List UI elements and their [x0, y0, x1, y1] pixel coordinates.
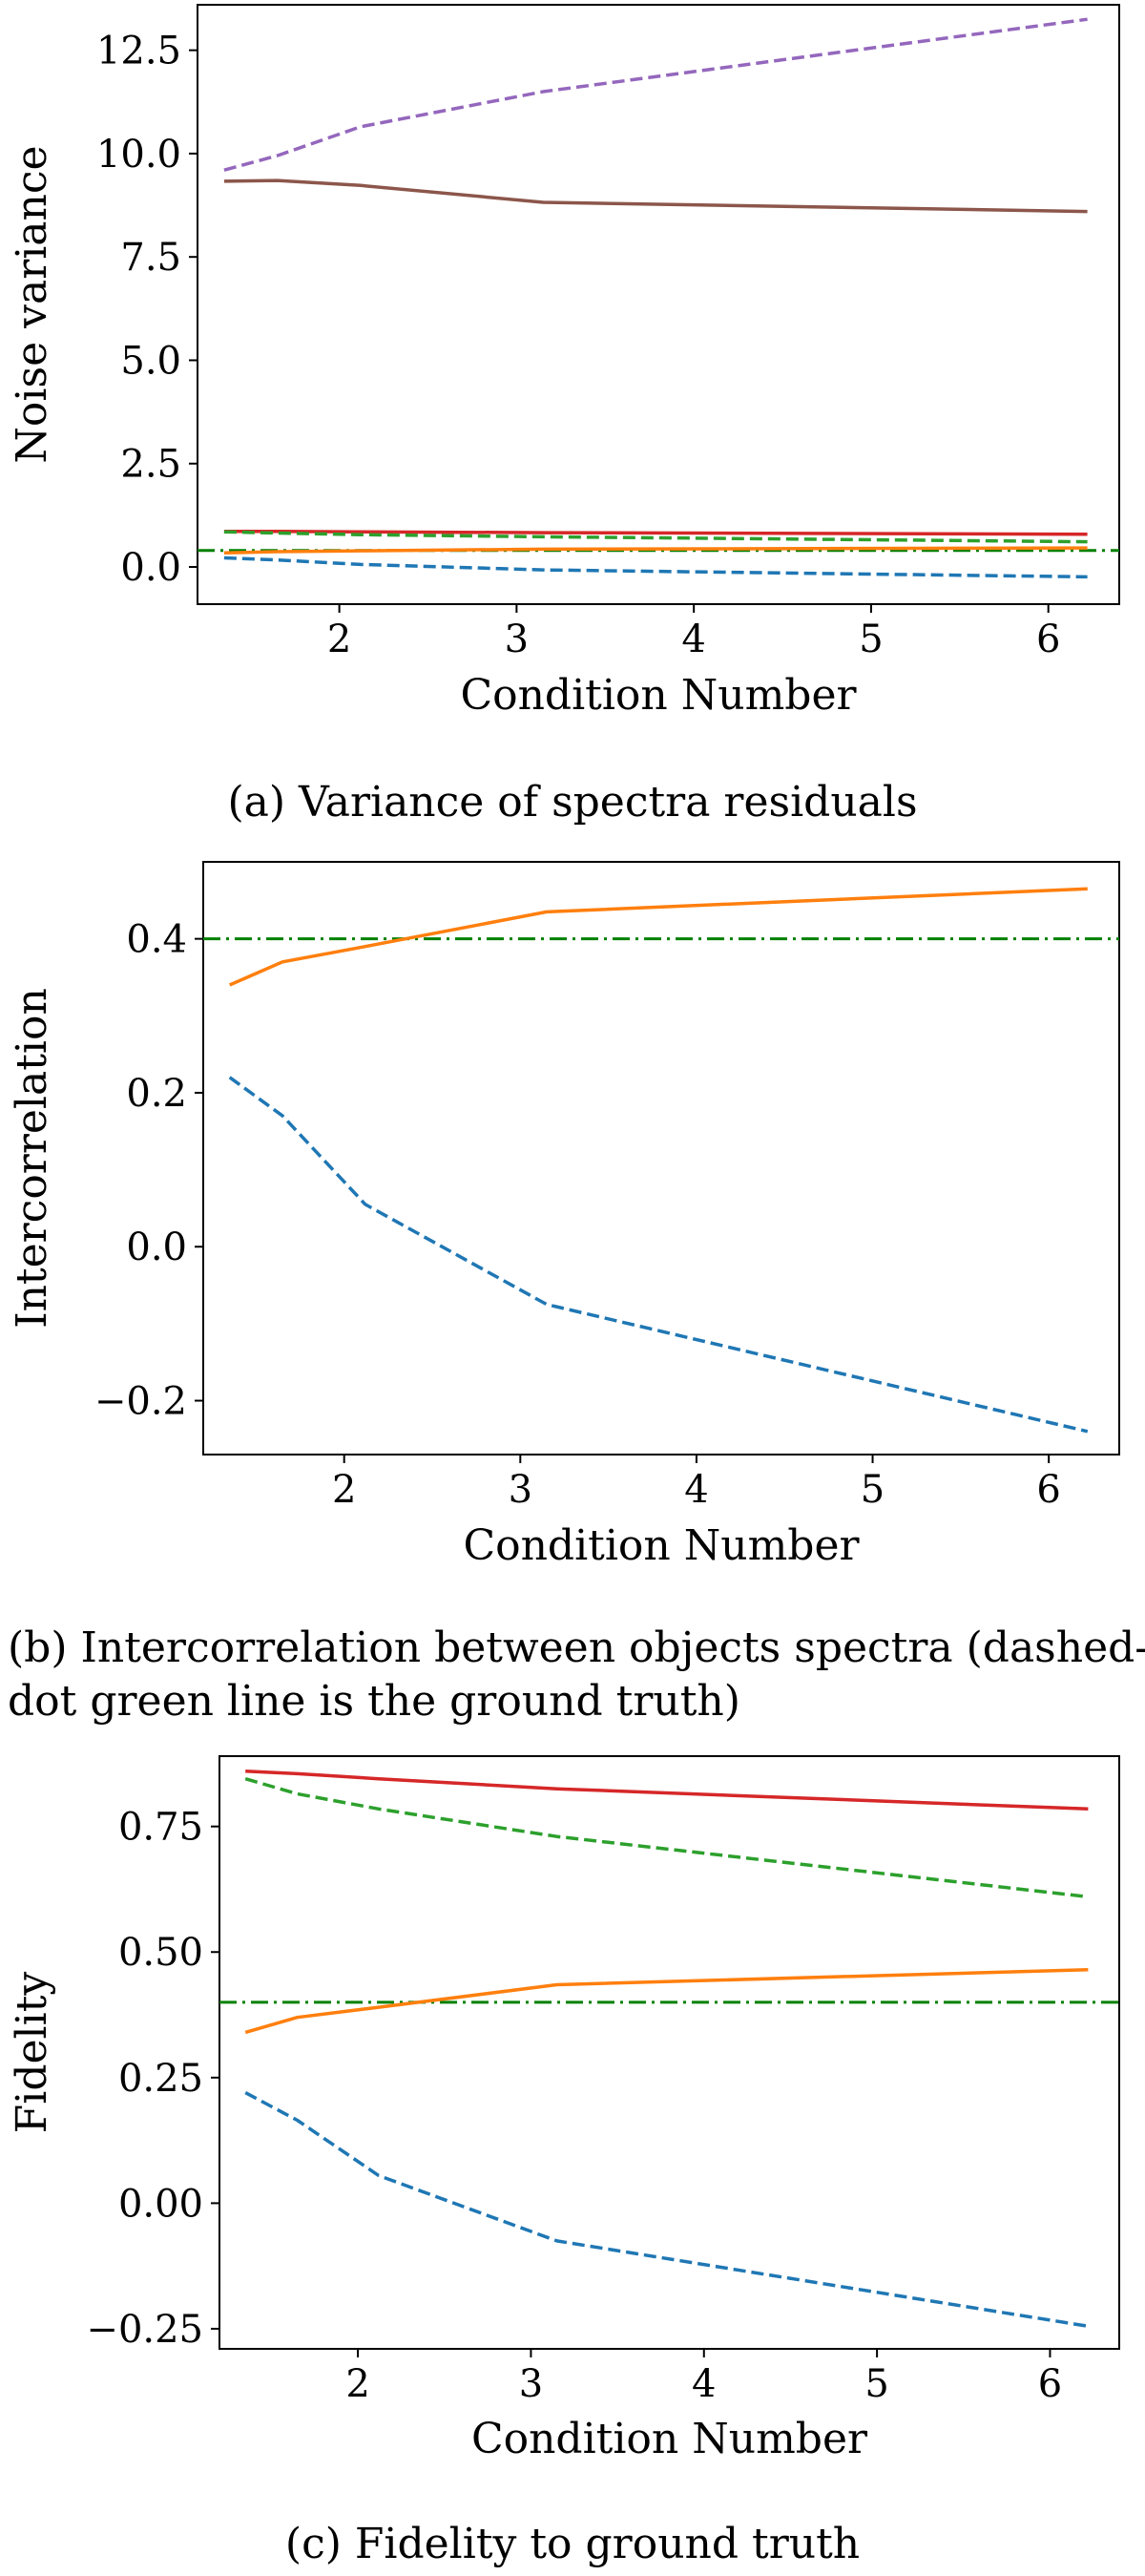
x-tick-label: 6 — [1036, 1468, 1060, 1512]
y-tick-label: 0.75 — [118, 1806, 203, 1850]
y-tick-label: 12.5 — [96, 30, 181, 73]
chart-2: 2 3 4 5 6 −0.2 0.0 0.2 0.4 Condition Number Interc… — [8, 861, 1145, 1726]
x-tick-label: 2 — [345, 2362, 369, 2406]
y-tick-label: 0.0 — [126, 1225, 187, 1269]
y-tick-label: 10.0 — [96, 133, 181, 177]
figure-caption: (a) Variance of spectra residuals — [227, 778, 917, 827]
x-tick-label: 3 — [505, 618, 529, 661]
series-line — [223, 555, 1088, 579]
x-axis-label: Condition Number — [460, 671, 857, 720]
series-line — [244, 1777, 1089, 1899]
series-line — [223, 530, 1088, 536]
plot-frame — [202, 861, 1120, 1456]
x-tick-label: 5 — [864, 2362, 888, 2406]
x-tick-label: 6 — [1038, 2362, 1062, 2406]
x-tick-label: 6 — [1036, 618, 1060, 661]
plot-area — [198, 17, 1119, 579]
x-tick-label: 2 — [327, 618, 351, 661]
series-line — [244, 2091, 1089, 2329]
y-tick-label: 7.5 — [120, 236, 181, 280]
series-line — [223, 546, 1088, 555]
chart-3: 2 3 4 5 6 −0.25 0.00 0.25 0.50 0.75 Condition Numb… — [8, 1755, 1120, 2568]
plot-frame — [197, 4, 1120, 605]
x-tick-label: 2 — [332, 1468, 356, 1512]
y-tick-label: 0.25 — [118, 2057, 203, 2101]
plot-area — [219, 1770, 1119, 2329]
y-axis-label: Noise variance — [8, 145, 56, 463]
y-tick-label: 0.4 — [126, 918, 187, 962]
plot-frame — [219, 1755, 1120, 2350]
y-tick-label: 0.50 — [118, 1931, 203, 1975]
x-tick-label: 5 — [859, 618, 883, 661]
x-axis-label: Condition Number — [463, 1521, 860, 1570]
y-tick-label: 5.0 — [120, 339, 181, 383]
y-axis-label: Intercorrelation — [8, 988, 56, 1329]
series-line — [244, 1967, 1089, 2035]
chart-1: 2 3 4 5 6 0.0 2.5 5.0 7.5 10.0 12.5 Condition Numbe… — [8, 4, 1120, 827]
y-tick-label: 0.2 — [126, 1072, 187, 1116]
y-tick-label: −0.2 — [94, 1380, 187, 1424]
x-tick-label: 5 — [861, 1468, 885, 1512]
x-tick-label: 3 — [519, 2362, 543, 2406]
x-tick-label: 4 — [681, 618, 705, 661]
series-line — [245, 1770, 1089, 1812]
y-tick-label: 0.00 — [118, 2182, 203, 2226]
figure-caption: (c) Fidelity to ground truth — [285, 2520, 860, 2568]
series-line — [228, 887, 1088, 987]
series-line — [223, 178, 1088, 214]
figure-caption: (b) Intercorrelation between objects spe… — [8, 1623, 1145, 1672]
y-tick-label: 2.5 — [120, 443, 181, 487]
y-tick-label: −0.25 — [86, 2308, 203, 2352]
series-line — [223, 530, 1088, 544]
x-tick-label: 4 — [684, 1468, 708, 1512]
y-axis-label: Fidelity — [8, 1972, 56, 2134]
plot-area — [203, 887, 1119, 1434]
x-tick-label: 3 — [509, 1468, 532, 1512]
y-tick-label: 0.0 — [120, 546, 181, 590]
series-line — [223, 17, 1088, 172]
series-line — [228, 1076, 1089, 1434]
figure-caption: dot green line is the ground truth) — [8, 1677, 740, 1726]
x-tick-label: 4 — [692, 2362, 716, 2406]
x-axis-label: Condition Number — [471, 2415, 868, 2463]
